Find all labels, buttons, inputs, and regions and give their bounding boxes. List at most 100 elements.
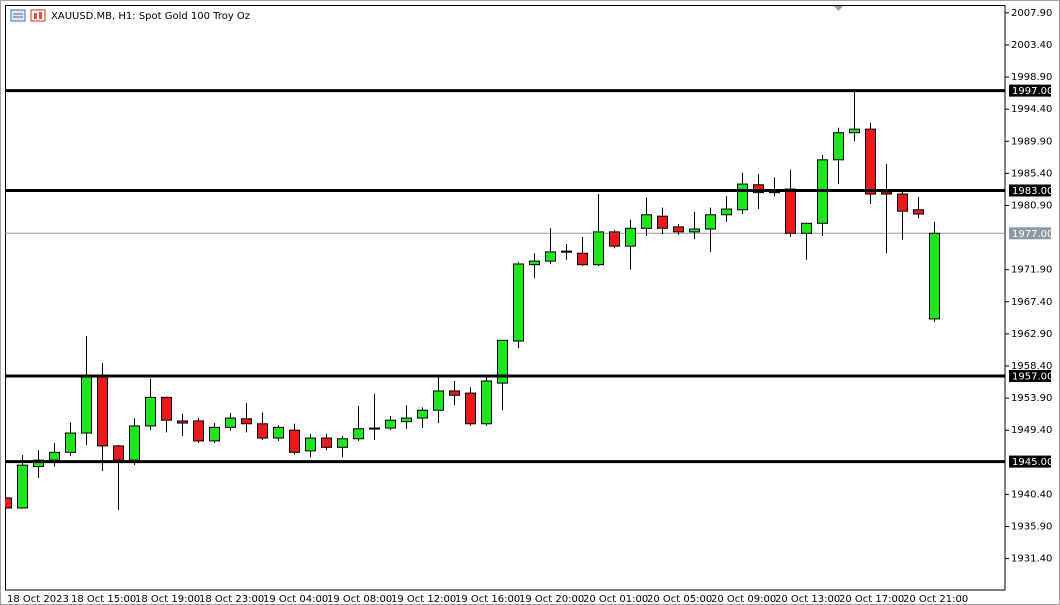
x-tick-label: 20 Oct 13:00 <box>775 594 840 605</box>
x-tick-label: 18 Oct 19:00 <box>135 594 200 605</box>
level-label-box <box>1009 184 1051 197</box>
candle-body <box>321 437 332 448</box>
level-label: 1945.00 <box>1012 457 1053 468</box>
candle-body <box>513 263 524 342</box>
candle-body <box>193 420 204 442</box>
candle-body <box>5 497 12 509</box>
y-tick-label: 1953.90 <box>1011 393 1052 404</box>
candle-body <box>17 464 28 509</box>
candle-body <box>849 128 860 134</box>
y-tick-label: 1949.40 <box>1011 425 1052 436</box>
candle-body <box>433 390 444 411</box>
x-tick-label: 20 Oct 09:00 <box>711 594 776 605</box>
plot-border <box>5 5 1006 591</box>
candle-body <box>801 222 812 234</box>
candle-body <box>705 214 716 230</box>
candle-body <box>657 215 668 229</box>
level-label: 1957.00 <box>1012 371 1053 382</box>
candle-body <box>97 375 108 447</box>
candle-body <box>129 425 140 461</box>
y-tick-label: 1985.40 <box>1011 168 1052 179</box>
price-label-box <box>1009 227 1051 240</box>
candle-body <box>577 252 588 266</box>
icon-frame <box>10 9 26 22</box>
candle-body <box>641 214 652 229</box>
candle-body <box>833 132 844 161</box>
y-tick-label: 2003.40 <box>1011 40 1052 51</box>
candle-body <box>209 426 220 442</box>
x-tick-label: 18 Oct 15:00 <box>71 594 136 605</box>
candle-body <box>81 375 92 434</box>
candle-body <box>177 420 188 424</box>
candle-body <box>545 251 556 262</box>
icon-frame <box>30 9 46 22</box>
x-tick-label: 20 Oct 05:00 <box>647 594 712 605</box>
plot-area <box>5 92 1005 511</box>
candle-body <box>337 438 348 448</box>
y-tick-label: 1962.90 <box>1011 329 1052 340</box>
icon-bar <box>34 13 37 19</box>
level-label-box <box>1009 369 1051 382</box>
x-tick-label: 19 Oct 12:00 <box>391 594 456 605</box>
x-tick-label: 19 Oct 08:00 <box>327 594 392 605</box>
candle-body <box>561 250 572 253</box>
candle-body <box>305 437 316 452</box>
candle-body <box>65 432 76 453</box>
level-label: 1983.00 <box>1012 186 1053 197</box>
candle-body <box>753 184 764 194</box>
x-tick-label: 20 Oct 01:00 <box>583 594 648 605</box>
chart-title: XAUUSD.MB, H1: Spot Gold 100 Troy Oz <box>51 11 250 22</box>
candle-body <box>673 226 684 233</box>
x-tick-label: 19 Oct 16:00 <box>455 594 520 605</box>
level-label-box <box>1009 84 1051 97</box>
y-tick-label: 1989.90 <box>1011 136 1052 147</box>
candle-body <box>225 417 236 428</box>
candle-body <box>529 260 540 266</box>
candle-body <box>785 188 796 234</box>
x-tick-label: 20 Oct 21:00 <box>903 594 968 605</box>
x-tick-label: 18 Oct 23:00 <box>199 594 264 605</box>
candle-body <box>273 426 284 439</box>
candle-body <box>113 445 124 461</box>
y-tick-label: 1931.40 <box>1011 554 1052 565</box>
y-tick-label: 1967.40 <box>1011 297 1052 308</box>
candle-body <box>721 208 732 216</box>
candle-body <box>289 429 300 453</box>
icon-bar <box>39 12 42 19</box>
y-tick-label: 1935.90 <box>1011 522 1052 533</box>
level-label-box <box>1009 455 1051 468</box>
candle-body <box>145 396 156 427</box>
x-tick-label: 19 Oct 04:00 <box>263 594 328 605</box>
candle-body <box>625 227 636 247</box>
x-tick-label: 20 Oct 17:00 <box>839 594 904 605</box>
candle-body <box>465 392 476 425</box>
candle-body <box>353 428 364 440</box>
candle-body <box>449 390 460 396</box>
x-tick-label: 18 Oct 2023 <box>7 594 69 605</box>
candle-body <box>481 380 492 425</box>
y-tick-label: 1940.40 <box>1011 489 1052 500</box>
candle-body <box>241 418 252 425</box>
chart-icon[interactable] <box>30 9 46 22</box>
candle-body <box>865 128 876 195</box>
y-tick-label: 1994.40 <box>1011 104 1052 115</box>
candle-body <box>689 228 700 233</box>
candle-body <box>161 396 172 421</box>
candle-body <box>49 451 60 461</box>
y-tick-label: 1971.90 <box>1011 265 1052 276</box>
y-tick-label: 1980.90 <box>1011 200 1052 211</box>
y-tick-label: 1958.40 <box>1011 361 1052 372</box>
candle-body <box>737 183 748 211</box>
menu-icon[interactable] <box>10 9 26 22</box>
candle-body <box>897 193 908 212</box>
x-tick-label: 19 Oct 20:00 <box>519 594 584 605</box>
candle-body <box>593 231 604 266</box>
scroll-marker <box>834 6 843 11</box>
candle-body <box>369 427 380 430</box>
candle-body <box>881 191 892 195</box>
y-tick-label: 2007.90 <box>1011 8 1052 19</box>
candle-body <box>401 417 412 423</box>
candle-body <box>609 231 620 247</box>
